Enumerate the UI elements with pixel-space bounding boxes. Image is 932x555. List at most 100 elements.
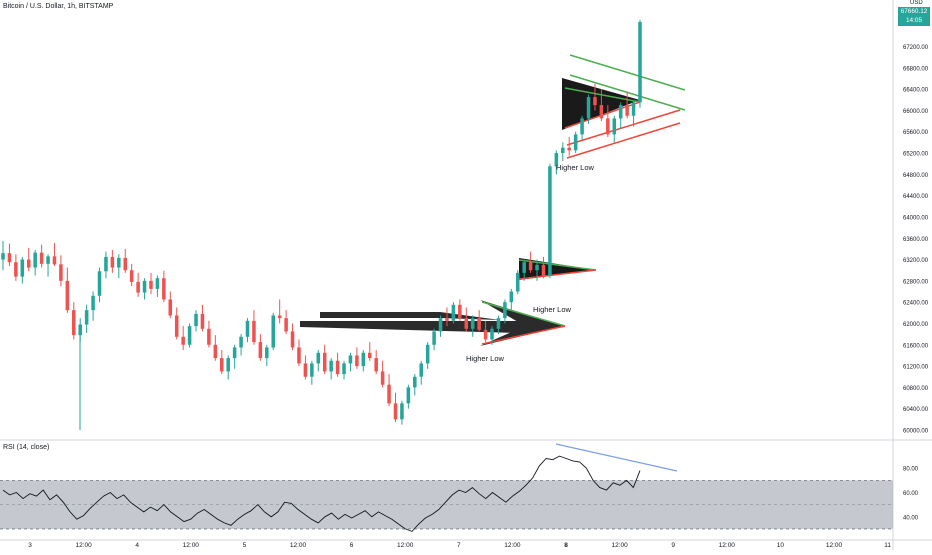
price-tick-label: 62800.00 bbox=[903, 279, 929, 285]
candle-body bbox=[638, 22, 642, 103]
candle-body bbox=[509, 291, 514, 303]
candle-body bbox=[155, 278, 160, 289]
candle-body bbox=[458, 304, 462, 319]
price-tick-label: 66000.00 bbox=[903, 109, 929, 115]
price-tick-label: 64400.00 bbox=[903, 194, 929, 200]
candle-body bbox=[573, 134, 578, 151]
candle-body bbox=[7, 253, 12, 263]
rsi-tick-label: 40.00 bbox=[903, 515, 919, 521]
candle-body bbox=[207, 328, 211, 345]
rsi-title: RSI (14, close) bbox=[3, 444, 50, 451]
candle-body bbox=[297, 347, 301, 364]
trend-arrow-shape bbox=[480, 300, 565, 346]
time-tick-label: 12:00 bbox=[504, 542, 521, 549]
time-tick-label: 3 bbox=[28, 542, 32, 549]
candle-body bbox=[91, 295, 95, 311]
time-tick-label: 12:00 bbox=[826, 542, 843, 549]
candle-body bbox=[59, 264, 63, 281]
candle-body bbox=[245, 320, 250, 337]
candle-body bbox=[226, 358, 230, 372]
candle-body bbox=[464, 318, 469, 329]
pennant-shape bbox=[519, 258, 596, 280]
candle-body bbox=[496, 318, 501, 329]
higher-low-label: Higher Low bbox=[556, 163, 595, 172]
time-tick-label: 8 bbox=[564, 542, 568, 549]
candle-body bbox=[470, 318, 475, 329]
candle-body bbox=[26, 259, 31, 268]
time-tick-label: 11 bbox=[884, 542, 891, 549]
candle-body bbox=[528, 262, 533, 271]
candle-body bbox=[490, 328, 494, 340]
trend-line-green bbox=[569, 54, 686, 91]
candle-body bbox=[219, 358, 224, 372]
candle-body bbox=[200, 313, 205, 329]
candle-body bbox=[361, 352, 366, 367]
candle-body bbox=[380, 371, 385, 385]
candle-body bbox=[612, 118, 617, 135]
candle-body bbox=[419, 363, 424, 377]
candle-body bbox=[258, 342, 263, 359]
candle-body bbox=[97, 271, 102, 296]
candle-body bbox=[329, 360, 333, 372]
candle-body bbox=[39, 252, 44, 264]
candle-body bbox=[580, 118, 584, 135]
price-tick-label: 65200.00 bbox=[903, 152, 929, 158]
trend-line-red bbox=[566, 122, 681, 159]
candle-body bbox=[1, 253, 5, 260]
time-tick-label: 4 bbox=[135, 542, 139, 549]
last-price-value: 67660.12 bbox=[900, 8, 928, 15]
candle-body bbox=[303, 363, 308, 377]
candle-body bbox=[515, 272, 520, 292]
candle-body bbox=[522, 262, 526, 273]
candle-body bbox=[316, 352, 321, 364]
candle-body bbox=[129, 270, 134, 282]
candle-body bbox=[561, 147, 565, 154]
candle-body bbox=[265, 347, 269, 359]
candle-body bbox=[117, 257, 121, 268]
price-tick-label: 60000.00 bbox=[903, 429, 929, 435]
time-tick-label: 5 bbox=[243, 542, 247, 549]
candle-body bbox=[104, 256, 108, 272]
candle-body bbox=[33, 252, 37, 268]
candles-layer bbox=[1, 19, 642, 430]
candle-body bbox=[477, 318, 481, 330]
candle-body bbox=[593, 97, 597, 106]
candle-body bbox=[149, 280, 153, 289]
candle-body bbox=[342, 363, 346, 375]
time-tick-label: 6 bbox=[350, 542, 354, 549]
candle-body bbox=[174, 315, 179, 337]
candle-body bbox=[284, 318, 288, 332]
candle-body bbox=[541, 264, 546, 276]
candle-body bbox=[84, 310, 89, 325]
candle-body bbox=[400, 403, 404, 420]
candle-body bbox=[310, 363, 314, 377]
trend-line-red bbox=[566, 109, 681, 146]
candle-body bbox=[168, 299, 173, 316]
candle-body bbox=[348, 355, 353, 364]
price-tick-label: 66400.00 bbox=[903, 88, 929, 94]
price-tick-label: 63200.00 bbox=[903, 258, 929, 264]
candle-body bbox=[52, 256, 57, 265]
candle-body bbox=[322, 352, 327, 372]
price-tick-label: 66800.00 bbox=[903, 66, 929, 72]
candle-body bbox=[239, 336, 243, 348]
candle-body bbox=[606, 118, 610, 135]
candle-body bbox=[387, 384, 391, 404]
candle-body bbox=[271, 315, 276, 348]
candle-body bbox=[374, 358, 378, 372]
time-tick-label: 12:00 bbox=[611, 542, 628, 549]
candle-body bbox=[618, 105, 623, 119]
candle-body bbox=[72, 310, 76, 336]
candle-body bbox=[548, 166, 552, 276]
candle-body bbox=[187, 326, 192, 345]
price-tick-label: 61200.00 bbox=[903, 365, 929, 371]
candle-body bbox=[425, 344, 430, 364]
time-tick-label: 9 bbox=[671, 542, 675, 549]
candle-body bbox=[413, 376, 417, 388]
price-tick-label: 62000.00 bbox=[903, 322, 929, 328]
chart-title: Bitcoin / U.S. Dollar, 1h, BITSTAMP bbox=[3, 3, 114, 10]
candle-body bbox=[277, 315, 282, 319]
candle-body bbox=[535, 264, 539, 271]
candle-body bbox=[625, 105, 629, 116]
